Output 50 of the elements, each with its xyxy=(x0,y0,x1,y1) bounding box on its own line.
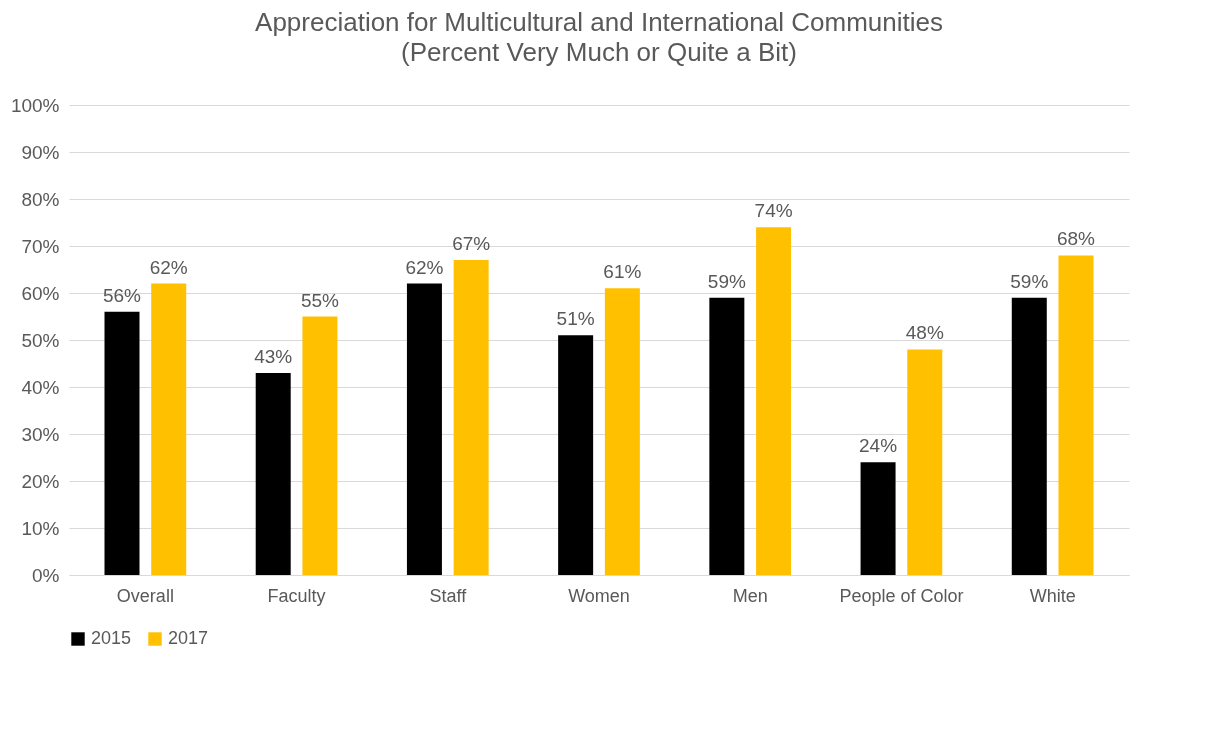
data-label: 48% xyxy=(905,322,944,344)
data-label: 62% xyxy=(149,256,188,278)
x-tick-label: Staff xyxy=(429,585,468,606)
bar xyxy=(453,260,489,575)
data-label: 55% xyxy=(300,289,340,311)
bar xyxy=(907,349,943,575)
y-tick-label: 80% xyxy=(21,188,60,210)
y-tick-label: 100% xyxy=(10,94,60,116)
bar xyxy=(1058,255,1094,575)
bar xyxy=(604,288,640,575)
data-label: 24% xyxy=(859,435,898,457)
y-tick-label: 20% xyxy=(21,470,60,492)
data-label: 61% xyxy=(603,261,642,283)
data-label: 68% xyxy=(1056,228,1096,250)
bar xyxy=(302,316,338,575)
bar xyxy=(860,462,896,575)
x-tick-label: White xyxy=(1029,585,1076,606)
x-tick-label: Women xyxy=(568,585,630,606)
chart-title: Appreciation for Multicultural and International Communities xyxy=(255,7,943,37)
legend-label: 2017 xyxy=(168,628,209,648)
x-tick-label: Overall xyxy=(116,585,174,606)
data-label: 67% xyxy=(452,233,491,255)
x-tick-label: Faculty xyxy=(267,585,326,606)
bar xyxy=(709,297,745,575)
y-tick-label: 0% xyxy=(32,564,60,586)
data-label: 74% xyxy=(754,200,793,222)
bar xyxy=(104,311,140,575)
y-tick-label: 30% xyxy=(21,423,60,445)
y-tick-label: 40% xyxy=(21,376,60,398)
data-label: 62% xyxy=(405,256,444,278)
x-tick-label: Men xyxy=(732,585,768,606)
legend-label: 2015 xyxy=(91,628,132,648)
y-tick-label: 10% xyxy=(21,517,60,539)
bar xyxy=(558,335,594,575)
data-label: 59% xyxy=(707,270,746,292)
data-label: 59% xyxy=(1010,270,1049,292)
bar xyxy=(1011,297,1047,575)
y-tick-label: 60% xyxy=(21,282,60,304)
data-label: 43% xyxy=(254,345,293,367)
bar xyxy=(756,227,792,575)
x-tick-label: People of Color xyxy=(839,585,964,606)
y-tick-label: 70% xyxy=(21,235,60,257)
bar xyxy=(406,283,442,575)
data-label: 51% xyxy=(556,308,595,330)
bar xyxy=(151,283,187,575)
bar xyxy=(255,372,291,575)
y-tick-label: 90% xyxy=(21,141,60,163)
data-label: 56% xyxy=(102,284,142,306)
y-tick-label: 50% xyxy=(21,329,60,351)
chart-subtitle: (Percent Very Much or Quite a Bit) xyxy=(401,37,797,67)
